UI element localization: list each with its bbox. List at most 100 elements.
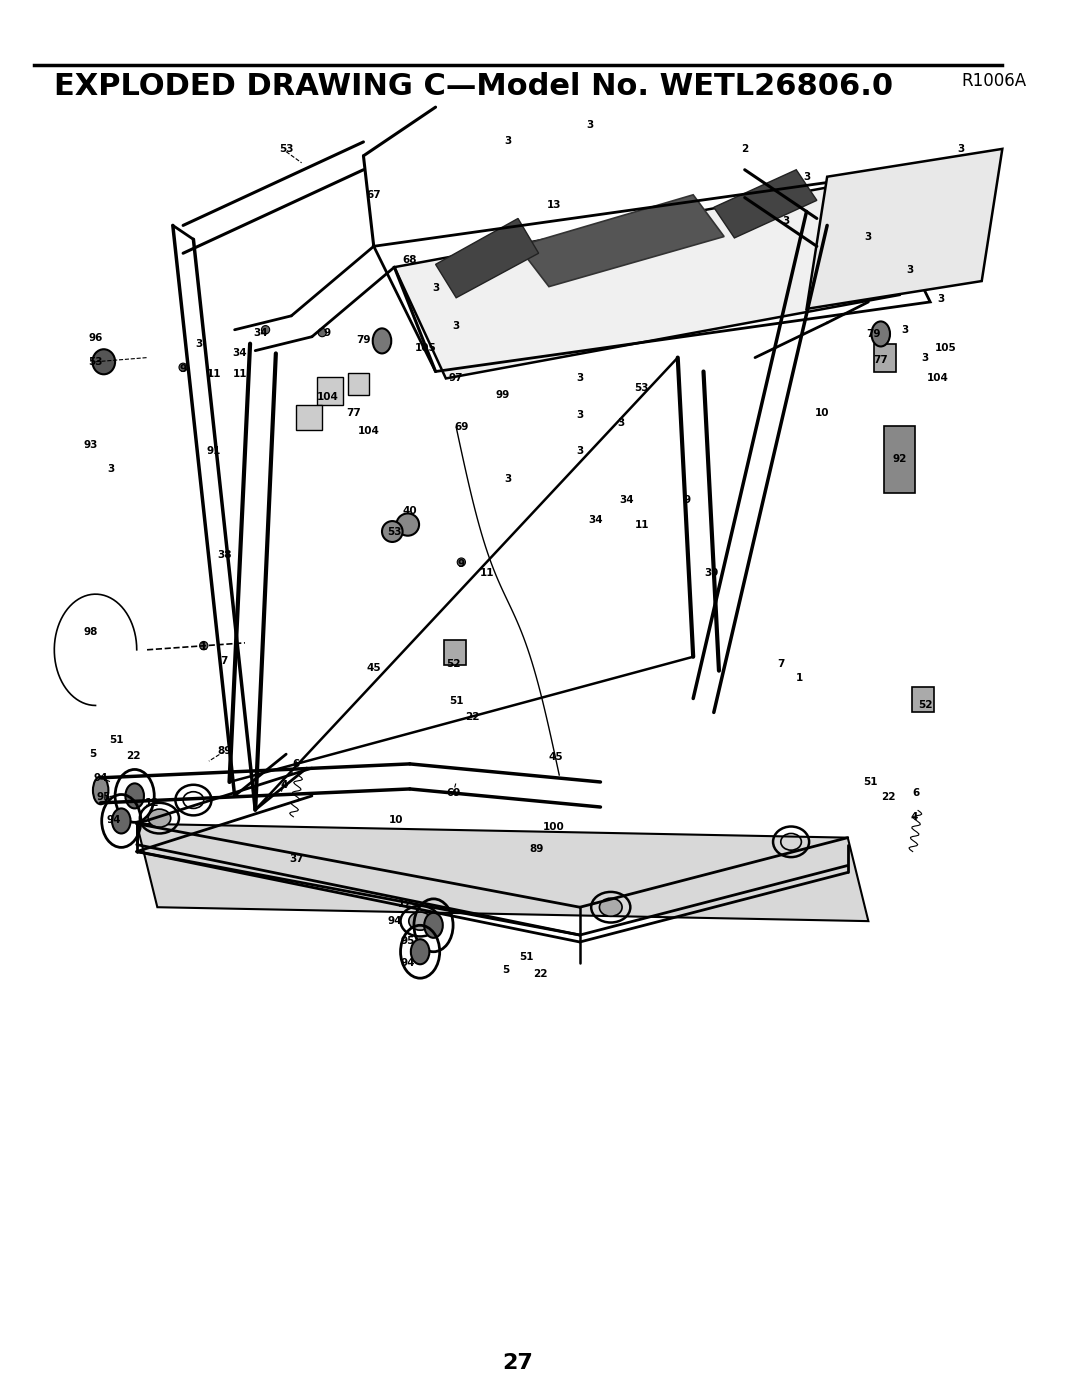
Text: 45: 45 — [366, 664, 381, 673]
Ellipse shape — [409, 912, 431, 930]
Text: 105: 105 — [935, 342, 957, 353]
Ellipse shape — [93, 777, 108, 805]
Polygon shape — [714, 170, 816, 237]
Ellipse shape — [599, 898, 622, 916]
Ellipse shape — [373, 328, 391, 353]
Ellipse shape — [872, 321, 890, 346]
Text: 3: 3 — [958, 144, 964, 154]
Text: 3: 3 — [921, 352, 929, 363]
Text: 11: 11 — [634, 520, 649, 529]
Text: 51: 51 — [449, 696, 463, 707]
Text: 1: 1 — [200, 643, 207, 652]
Text: 12: 12 — [145, 798, 160, 807]
Text: EXPLODED DRAWING C—Model No. WETL26806.0: EXPLODED DRAWING C—Model No. WETL26806.0 — [54, 73, 893, 102]
Text: R1006A: R1006A — [961, 73, 1026, 91]
Text: 104: 104 — [316, 391, 338, 401]
Text: 89: 89 — [217, 746, 231, 756]
Text: 51: 51 — [519, 953, 534, 963]
Text: 67: 67 — [366, 190, 381, 200]
Text: 3: 3 — [906, 265, 914, 275]
Ellipse shape — [319, 328, 326, 337]
Bar — [874, 344, 896, 372]
Ellipse shape — [125, 784, 144, 809]
Text: 3: 3 — [577, 409, 583, 419]
Text: 3: 3 — [618, 418, 624, 427]
Text: 3: 3 — [504, 136, 511, 145]
Text: 4: 4 — [281, 780, 287, 789]
Text: 2: 2 — [741, 144, 748, 154]
Text: 93: 93 — [83, 440, 97, 450]
Text: 52: 52 — [446, 659, 460, 669]
Text: 40: 40 — [403, 506, 417, 515]
Text: 51: 51 — [863, 777, 878, 787]
Bar — [883, 426, 915, 493]
Text: 22: 22 — [880, 792, 895, 802]
Text: 94: 94 — [107, 814, 121, 824]
Text: 105: 105 — [415, 342, 436, 353]
Text: 104: 104 — [357, 426, 379, 436]
Text: 34: 34 — [253, 327, 268, 338]
Ellipse shape — [148, 809, 171, 827]
Text: 9: 9 — [324, 327, 330, 338]
Text: 9: 9 — [179, 363, 187, 374]
Text: 10: 10 — [814, 408, 829, 418]
Text: 3: 3 — [195, 338, 202, 349]
Bar — [444, 640, 467, 665]
Text: 3: 3 — [802, 172, 810, 182]
Text: 45: 45 — [549, 752, 564, 761]
Text: 34: 34 — [232, 348, 247, 359]
Ellipse shape — [410, 939, 430, 964]
Ellipse shape — [179, 363, 187, 372]
Text: 77: 77 — [346, 408, 361, 418]
Text: 11: 11 — [232, 369, 247, 380]
Text: 10: 10 — [389, 814, 404, 824]
Polygon shape — [807, 149, 1002, 309]
Text: 22: 22 — [126, 750, 140, 760]
Text: 1: 1 — [796, 672, 802, 683]
Text: 3: 3 — [432, 284, 440, 293]
Text: 104: 104 — [927, 373, 948, 383]
Text: 39: 39 — [704, 569, 719, 578]
Text: 79: 79 — [356, 334, 370, 345]
Text: 79: 79 — [866, 328, 881, 339]
Text: 95: 95 — [96, 792, 111, 802]
Text: 69: 69 — [446, 788, 460, 798]
Text: 3: 3 — [901, 324, 908, 335]
Text: 94: 94 — [401, 958, 415, 968]
Text: 12: 12 — [397, 900, 411, 909]
Text: 9: 9 — [458, 559, 464, 569]
Text: 96: 96 — [89, 332, 103, 344]
Bar — [348, 373, 368, 395]
Text: 22: 22 — [534, 970, 548, 979]
Text: 6: 6 — [293, 759, 300, 768]
Text: 3: 3 — [865, 232, 872, 242]
Ellipse shape — [457, 557, 465, 566]
Text: 34: 34 — [619, 495, 634, 504]
Bar — [318, 377, 342, 405]
Text: 91: 91 — [207, 446, 221, 455]
Text: 53: 53 — [387, 527, 402, 536]
Text: 9: 9 — [684, 495, 690, 504]
Ellipse shape — [93, 349, 116, 374]
Ellipse shape — [424, 912, 443, 937]
Text: 3: 3 — [453, 320, 460, 331]
Ellipse shape — [112, 809, 131, 834]
Bar — [912, 687, 934, 712]
Text: 3: 3 — [586, 120, 594, 130]
Text: 51: 51 — [109, 735, 123, 745]
Bar — [297, 405, 322, 430]
Text: 11: 11 — [480, 569, 495, 578]
Text: 13: 13 — [546, 200, 562, 210]
Text: 89: 89 — [529, 844, 543, 854]
Text: 95: 95 — [401, 936, 415, 946]
Text: 52: 52 — [918, 700, 932, 711]
Text: 53: 53 — [89, 356, 103, 367]
Text: 5: 5 — [502, 965, 510, 975]
Text: 4: 4 — [910, 812, 917, 821]
Polygon shape — [394, 183, 900, 379]
Text: 3: 3 — [782, 217, 789, 226]
Text: 3: 3 — [577, 446, 583, 455]
Polygon shape — [137, 824, 868, 921]
Text: 7: 7 — [220, 657, 228, 666]
Ellipse shape — [261, 326, 270, 334]
